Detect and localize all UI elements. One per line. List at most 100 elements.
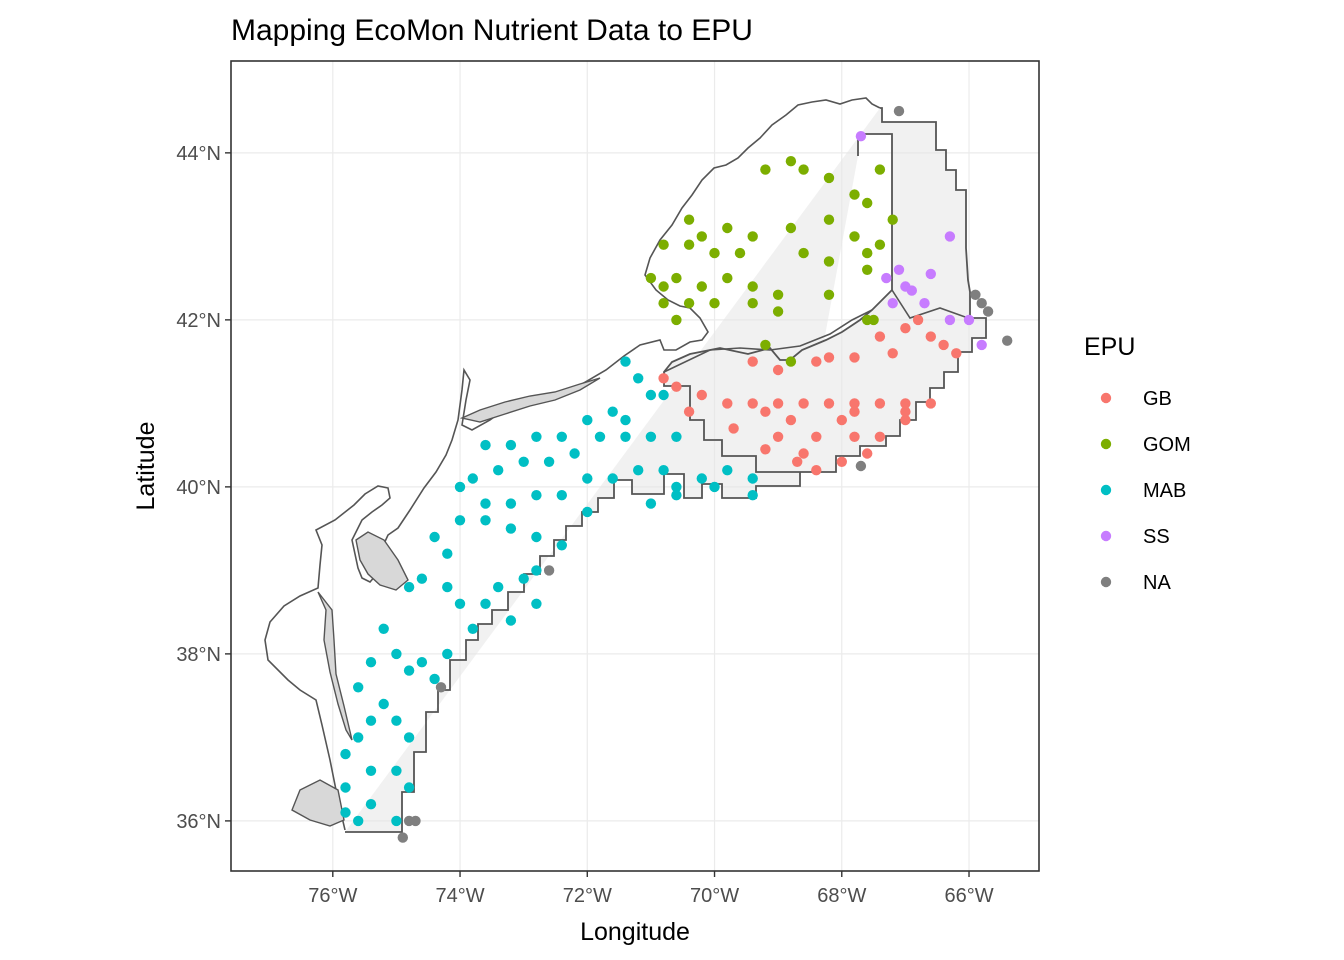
data-point-mab <box>365 799 377 810</box>
data-point-mab <box>696 473 707 484</box>
data-point-mab <box>747 473 758 484</box>
data-point-mab <box>620 356 631 367</box>
gb-region-boundary <box>663 309 873 373</box>
data-point-gom <box>874 164 886 175</box>
data-point-gb <box>747 398 758 409</box>
data-point-ss <box>887 298 898 309</box>
data-point-gom <box>874 239 886 250</box>
data-point-mab <box>353 815 364 827</box>
data-point-mab <box>645 431 657 442</box>
data-point-gom <box>747 281 758 292</box>
data-point-gom <box>798 247 809 259</box>
legend-label: MAB <box>1143 480 1186 502</box>
chesapeake-bay <box>317 591 353 741</box>
data-point-gom <box>683 298 695 309</box>
data-point-mab <box>505 439 517 451</box>
data-point-gb <box>772 364 784 376</box>
data-point-mab <box>403 581 415 593</box>
data-point-mab <box>480 515 491 526</box>
data-point-mab <box>454 515 466 526</box>
data-point-gom <box>709 298 720 309</box>
data-point-gb <box>951 348 962 359</box>
plot-panel <box>230 60 1040 872</box>
data-point-mab <box>645 498 657 509</box>
x-tick-label: 72°W <box>563 885 612 907</box>
data-point-gom <box>722 222 733 234</box>
data-point-na <box>543 565 555 576</box>
data-point-mab <box>505 523 517 534</box>
x-tick-label: 66°W <box>944 885 993 907</box>
data-point-mab <box>480 598 491 609</box>
data-point-mab <box>722 465 733 476</box>
data-point-mab <box>391 648 402 660</box>
data-point-mab <box>442 548 453 559</box>
data-point-ss <box>944 231 956 242</box>
data-point-gb <box>836 456 847 467</box>
data-point-mab <box>365 657 377 668</box>
x-tick-label: 76°W <box>308 885 357 907</box>
data-point-na <box>1002 335 1013 346</box>
data-point-mab <box>403 665 415 676</box>
data-point-mab <box>569 448 580 459</box>
legend-item-mab: MAB <box>1100 480 1186 502</box>
data-point-gb <box>849 431 860 442</box>
data-point-ss <box>893 264 905 275</box>
data-point-gom <box>722 272 733 284</box>
data-point-mab <box>671 431 682 442</box>
data-point-mab <box>620 414 631 426</box>
data-point-gom <box>671 272 682 284</box>
data-point-gb <box>823 352 835 363</box>
data-point-gom <box>849 231 860 242</box>
data-point-gom <box>823 289 835 300</box>
data-point-mab <box>403 782 415 793</box>
data-point-na <box>982 306 994 317</box>
delaware-bay <box>355 531 409 591</box>
data-point-gb <box>862 448 873 459</box>
data-point-mab <box>378 698 389 710</box>
coastline-layer <box>264 97 881 831</box>
data-point-gom <box>862 247 873 259</box>
data-point-gom <box>696 231 707 242</box>
x-axis: 76°W 74°W 72°W 70°W 68°W 66°W <box>308 871 994 907</box>
data-point-gom <box>785 356 797 367</box>
data-point-mab <box>582 473 593 484</box>
data-point-gom <box>785 156 797 167</box>
data-point-mab <box>429 673 440 685</box>
data-point-na <box>976 298 987 309</box>
data-point-mab <box>505 615 517 626</box>
data-point-ss <box>976 339 987 351</box>
data-point-mab <box>365 715 377 726</box>
data-point-mab <box>391 815 402 827</box>
long-island <box>459 377 601 423</box>
data-point-gom <box>760 339 771 351</box>
data-point-gom <box>645 272 657 284</box>
data-point-mab <box>378 623 389 634</box>
data-point-mab <box>633 373 644 384</box>
data-point-gb <box>722 398 733 409</box>
legend-items: GB GOM MAB SS NA <box>1100 388 1191 594</box>
series-gb <box>658 314 962 476</box>
data-point-gom <box>683 239 695 250</box>
data-point-na <box>410 815 421 827</box>
data-point-mab <box>480 498 491 509</box>
y-axis: 36°N 38°N 40°N 42°N 44°N <box>176 143 231 833</box>
legend-title: EPU <box>1084 333 1135 361</box>
legend-item-gom: GOM <box>1100 434 1191 456</box>
data-point-gom <box>658 239 669 250</box>
data-point-mab <box>671 481 682 493</box>
data-point-mab <box>671 490 682 501</box>
data-point-ss <box>963 314 975 326</box>
data-point-gom <box>785 222 797 234</box>
data-point-mab <box>607 406 618 417</box>
data-point-ss <box>855 131 867 142</box>
data-point-mab <box>505 498 517 509</box>
data-point-mab <box>594 431 606 442</box>
series-ss <box>855 131 987 351</box>
data-point-gb <box>772 398 784 409</box>
data-point-gom <box>862 264 873 275</box>
data-point-na <box>893 105 905 117</box>
data-point-gb <box>798 448 809 459</box>
legend-swatch <box>1100 484 1112 496</box>
data-point-mab <box>531 598 542 609</box>
series-mab <box>340 356 758 827</box>
